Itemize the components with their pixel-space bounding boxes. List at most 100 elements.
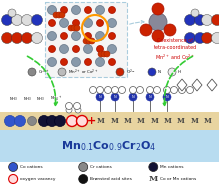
Circle shape	[116, 68, 124, 76]
Text: M: M	[151, 117, 159, 125]
Text: Co or Mn cations: Co or Mn cations	[160, 177, 196, 181]
Text: M: M	[177, 117, 185, 125]
Text: Brønsted acid sites: Brønsted acid sites	[90, 177, 132, 181]
FancyArrowPatch shape	[130, 20, 144, 24]
Circle shape	[108, 6, 115, 13]
Circle shape	[129, 87, 136, 94]
Circle shape	[71, 25, 77, 31]
Circle shape	[149, 163, 158, 171]
Text: N: N	[99, 95, 101, 99]
Circle shape	[85, 59, 92, 66]
Circle shape	[98, 51, 104, 57]
Circle shape	[194, 33, 205, 43]
Circle shape	[168, 68, 176, 76]
Circle shape	[95, 5, 104, 15]
Text: N: N	[114, 95, 116, 99]
Text: M: M	[191, 117, 199, 125]
Circle shape	[140, 24, 152, 36]
Bar	[0, 112, 219, 130]
Circle shape	[60, 6, 67, 13]
Circle shape	[152, 30, 164, 42]
FancyArrowPatch shape	[163, 56, 193, 105]
Circle shape	[85, 6, 92, 13]
Circle shape	[146, 93, 154, 101]
Circle shape	[2, 33, 12, 43]
Circle shape	[28, 116, 37, 125]
Text: M: M	[149, 175, 158, 183]
Circle shape	[171, 87, 178, 94]
Circle shape	[75, 107, 81, 113]
Text: M: M	[164, 117, 172, 125]
Circle shape	[111, 93, 119, 101]
Text: M: M	[204, 117, 212, 125]
Bar	[0, 130, 219, 162]
Circle shape	[74, 102, 81, 109]
Circle shape	[101, 51, 107, 57]
Circle shape	[97, 87, 104, 94]
Circle shape	[129, 93, 137, 101]
Circle shape	[184, 33, 196, 43]
Circle shape	[187, 87, 194, 94]
Circle shape	[163, 93, 171, 101]
Circle shape	[212, 15, 219, 26]
Circle shape	[89, 38, 95, 44]
Text: M: M	[111, 117, 119, 125]
Circle shape	[149, 13, 167, 31]
Text: M: M	[97, 117, 105, 125]
Text: Cr$^{4+}$: Cr$^{4+}$	[38, 67, 49, 77]
Circle shape	[9, 174, 18, 184]
Circle shape	[191, 9, 199, 17]
FancyArrowPatch shape	[27, 56, 57, 105]
Circle shape	[83, 38, 89, 44]
Circle shape	[152, 3, 164, 15]
Circle shape	[55, 115, 65, 126]
Circle shape	[108, 59, 115, 66]
Text: Co cations: Co cations	[20, 165, 43, 169]
Circle shape	[28, 68, 36, 76]
Circle shape	[83, 19, 92, 28]
Text: NH$_3$: NH$_3$	[9, 95, 19, 103]
Circle shape	[21, 15, 32, 26]
Circle shape	[74, 25, 80, 31]
Circle shape	[14, 115, 25, 126]
Polygon shape	[192, 79, 202, 91]
Text: O$^{2-}$: O$^{2-}$	[126, 67, 136, 77]
Circle shape	[12, 15, 23, 26]
Circle shape	[95, 32, 104, 40]
Circle shape	[67, 115, 78, 126]
Text: NH$_4$$^+$: NH$_4$$^+$	[50, 95, 62, 103]
Circle shape	[111, 87, 118, 94]
Circle shape	[90, 87, 97, 94]
Text: N: N	[166, 95, 168, 99]
Circle shape	[136, 87, 143, 94]
Circle shape	[60, 59, 67, 66]
Circle shape	[71, 32, 81, 40]
Circle shape	[79, 163, 88, 171]
Text: Mn cations: Mn cations	[160, 165, 184, 169]
Circle shape	[201, 15, 212, 26]
Circle shape	[60, 33, 67, 40]
Circle shape	[48, 32, 57, 40]
Circle shape	[65, 102, 72, 109]
Circle shape	[68, 25, 74, 31]
Circle shape	[59, 12, 65, 18]
Circle shape	[72, 46, 79, 53]
Circle shape	[21, 33, 32, 43]
Circle shape	[96, 93, 104, 101]
Text: M: M	[124, 117, 132, 125]
Circle shape	[95, 57, 104, 67]
Text: M: M	[137, 117, 145, 125]
Circle shape	[194, 15, 205, 26]
Circle shape	[97, 46, 104, 53]
Circle shape	[154, 87, 161, 94]
Circle shape	[147, 87, 154, 94]
Circle shape	[178, 87, 185, 94]
Circle shape	[56, 12, 62, 18]
Circle shape	[86, 38, 92, 44]
Circle shape	[83, 44, 92, 53]
Circle shape	[48, 57, 57, 67]
Circle shape	[71, 5, 81, 15]
Circle shape	[32, 15, 42, 26]
Text: +: +	[87, 116, 97, 126]
Circle shape	[72, 19, 79, 26]
